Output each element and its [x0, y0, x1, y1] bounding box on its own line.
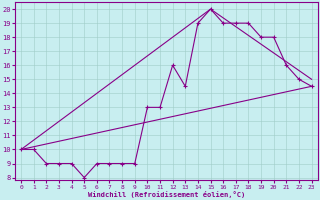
X-axis label: Windchill (Refroidissement éolien,°C): Windchill (Refroidissement éolien,°C)	[88, 191, 245, 198]
